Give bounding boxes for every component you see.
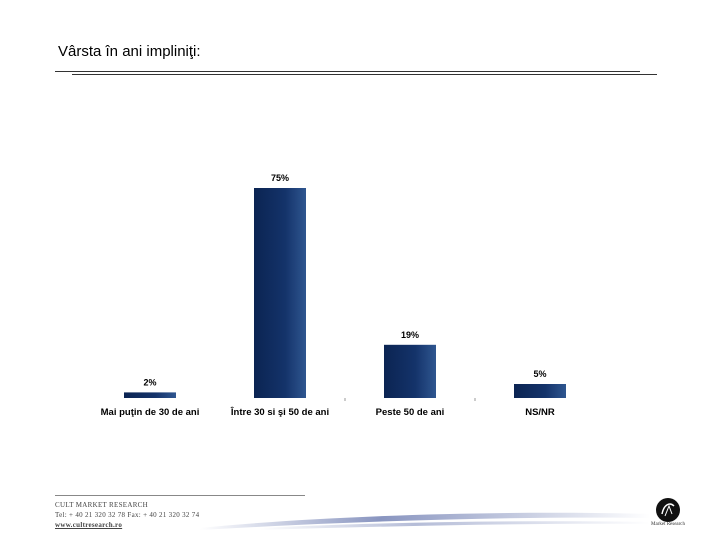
company-logo-icon [656,498,680,522]
footer-company: CULT MARKET RESEARCH [55,501,148,509]
category-label: Mai puţin de 30 de ani [101,407,200,418]
data-label: 5% [533,369,546,379]
category-label: Peste 50 de ani [376,407,445,418]
logo-caption: Market Research [651,522,686,527]
bar [514,384,566,398]
footer-phone: Tel: + 40 21 320 32 78 Fax: + 40 21 320 … [55,511,200,519]
footer-website-link[interactable]: www.cultresearch.ro [55,521,123,529]
page-title: Vârsta în ani impliniţi: [58,43,201,60]
category-label: NS/NR [525,407,555,418]
data-label: 2% [143,377,156,387]
category-label: Între 30 si şi 50 de ani [230,406,329,418]
data-label: 19% [401,330,419,340]
bar [254,188,306,398]
footer-swoosh-decoration [200,512,650,530]
footer-contact: CULT MARKET RESEARCH Tel: + 40 21 320 32… [55,500,199,530]
footer-rule [55,495,305,496]
title-rule-top [55,71,640,72]
bar [124,392,176,398]
bar [384,344,436,398]
title-rule-bottom [72,74,657,75]
data-label: 75% [271,173,289,183]
